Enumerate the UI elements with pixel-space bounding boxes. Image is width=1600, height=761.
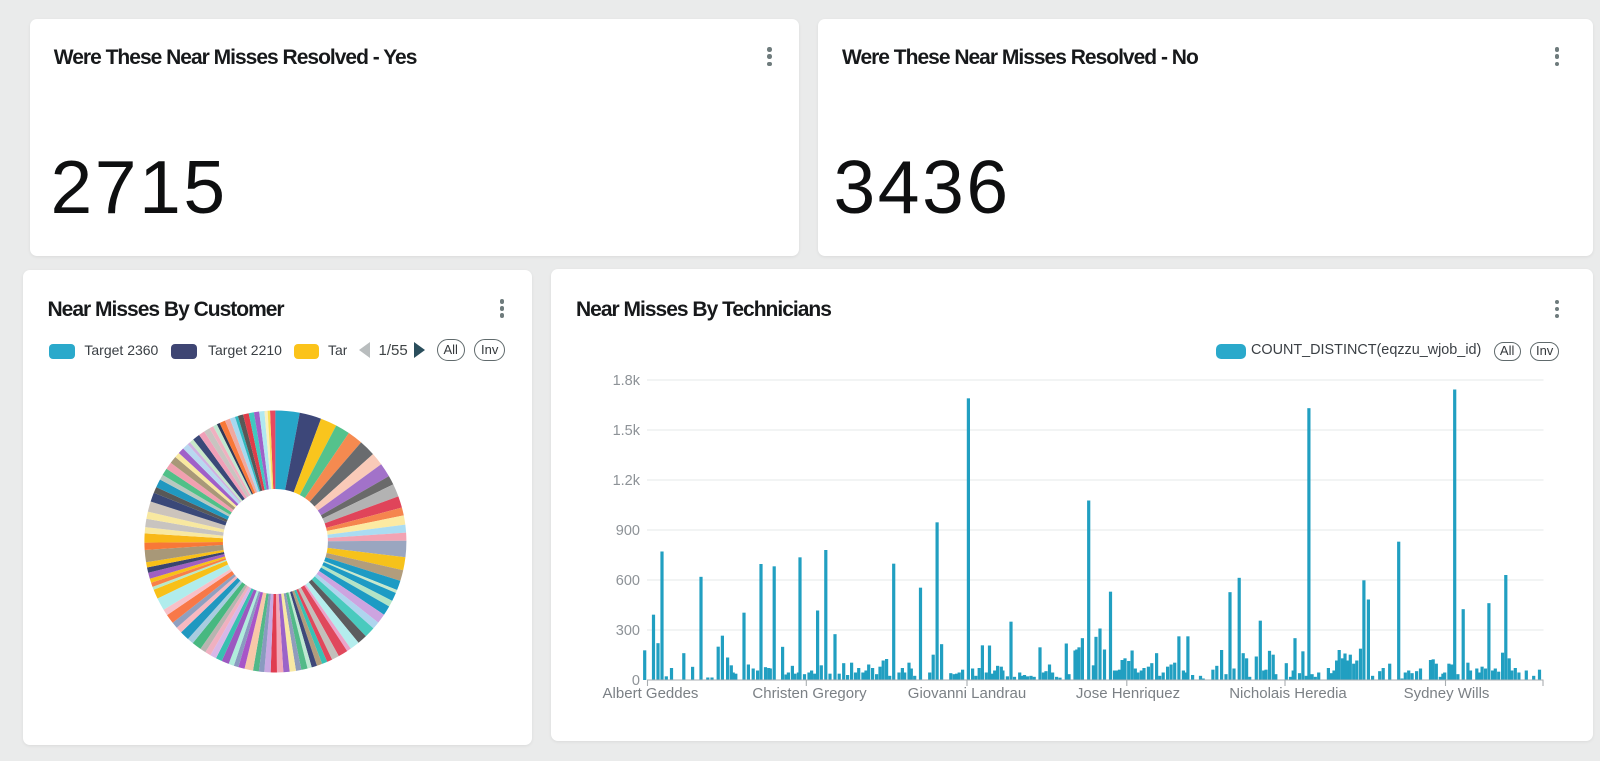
svg-text:600: 600 — [616, 573, 640, 589]
svg-text:900: 900 — [616, 523, 640, 539]
svg-text:1.8k: 1.8k — [613, 375, 641, 389]
svg-text:1.2k: 1.2k — [613, 473, 641, 489]
svg-text:Jose Henriquez: Jose Henriquez — [1076, 685, 1180, 702]
svg-text:0: 0 — [632, 673, 640, 689]
svg-text:300: 300 — [616, 623, 640, 639]
svg-text:Albert Geddes: Albert Geddes — [603, 685, 699, 702]
svg-text:Nicholais Heredia: Nicholais Heredia — [1229, 685, 1347, 702]
svg-text:1.5k: 1.5k — [613, 423, 641, 439]
svg-text:Christen Gregory: Christen Gregory — [752, 685, 867, 702]
svg-text:Sydney Wills: Sydney Wills — [1404, 685, 1490, 702]
svg-text:Giovanni Landrau: Giovanni Landrau — [908, 685, 1026, 702]
